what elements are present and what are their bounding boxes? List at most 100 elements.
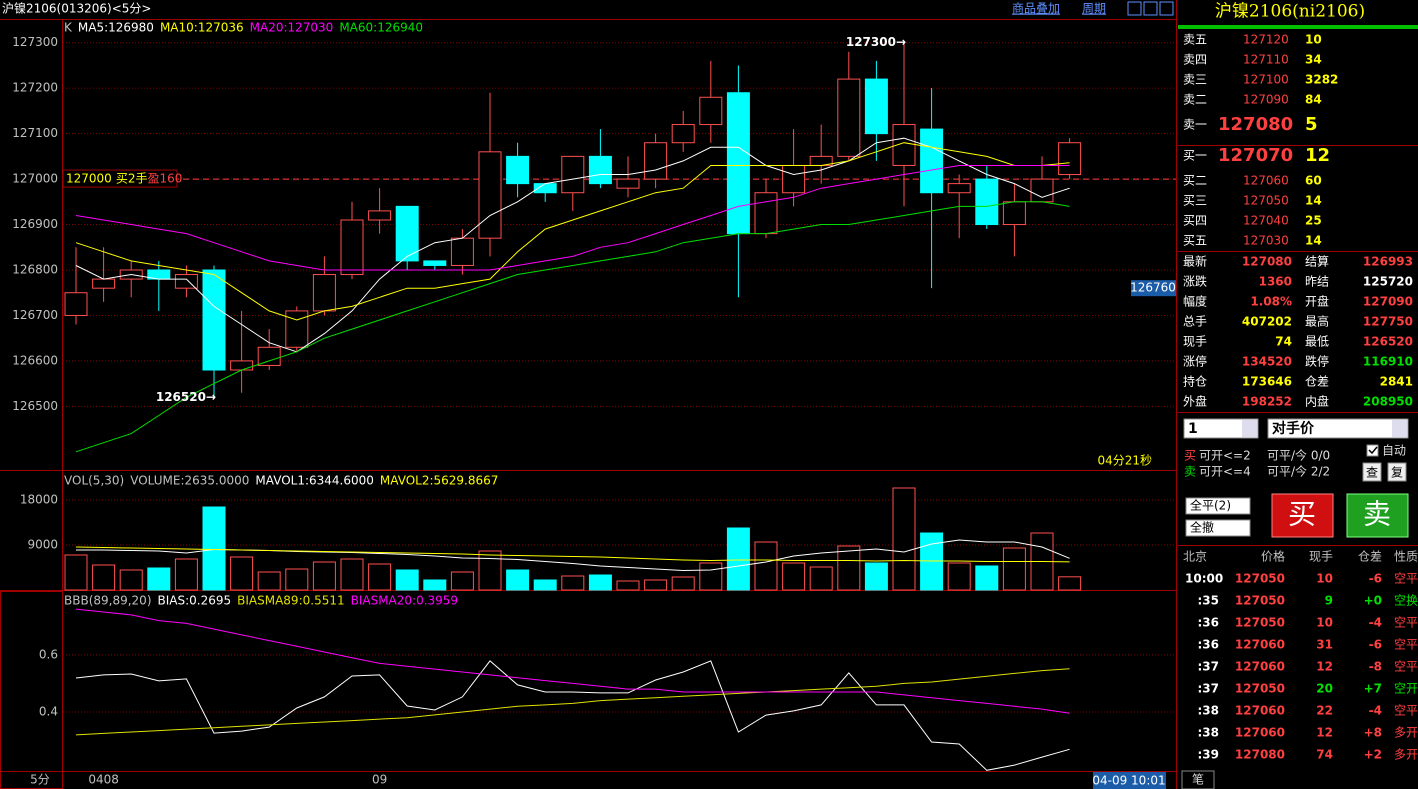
- book-price: 127100: [1243, 73, 1289, 87]
- volume-bar: [947, 562, 971, 591]
- stat-label: 开盘: [1305, 294, 1329, 309]
- y-tick-label: 0.6: [39, 647, 58, 661]
- close-all-button[interactable]: [1185, 497, 1251, 515]
- buy-tag: 买: [1184, 449, 1196, 463]
- tick-oi: -6: [1369, 572, 1382, 586]
- icon-left[interactable]: [1127, 1, 1142, 16]
- tick-time: :37: [1198, 660, 1220, 674]
- book-volume: 14: [1305, 234, 1322, 248]
- stat-value: 127750: [1363, 315, 1413, 329]
- stat-value: 127080: [1242, 255, 1292, 269]
- stat-value: 126520: [1363, 335, 1413, 349]
- icon-max[interactable]: [1159, 1, 1174, 16]
- y-tick-label: 127200: [12, 81, 58, 95]
- candle-body: [368, 210, 392, 221]
- chart-title: 沪镍2106(013206)<5分>: [2, 2, 151, 16]
- tick-price: 127060: [1235, 704, 1285, 718]
- tick-volume: 12: [1316, 660, 1333, 674]
- stat-label: 总手: [1183, 315, 1207, 329]
- stat-value: 173646: [1242, 375, 1292, 389]
- position-box: [62, 169, 178, 188]
- legend-item: K: [64, 21, 73, 35]
- repeat-button[interactable]: [1387, 462, 1407, 482]
- period-link[interactable]: 周期: [1082, 2, 1106, 16]
- buy-button[interactable]: [1271, 493, 1334, 538]
- y-tick-label: 9000: [27, 538, 58, 552]
- tick-volume: 22: [1316, 704, 1333, 718]
- cancel-all-button[interactable]: [1185, 519, 1251, 537]
- stat-value: 125720: [1363, 275, 1413, 289]
- spin-button[interactable]: [1242, 420, 1257, 437]
- candle-body: [1030, 178, 1054, 203]
- tick-volume: 12: [1316, 726, 1333, 740]
- y-tick-label: 0.4: [39, 705, 58, 719]
- volume-bar: [368, 563, 392, 591]
- dropdown-button[interactable]: [1392, 420, 1407, 437]
- tick-price: 127060: [1235, 660, 1285, 674]
- volume-bar: [340, 558, 364, 591]
- stat-label: 最高: [1305, 314, 1329, 329]
- candle-body: [561, 155, 585, 194]
- tick-volume: 74: [1316, 748, 1333, 762]
- qty-value: 1: [1188, 421, 1198, 437]
- tick-nature: 多开: [1394, 748, 1418, 762]
- book-volume: 84: [1305, 93, 1322, 107]
- volume-bar: [809, 566, 833, 591]
- auto-checkbox[interactable]: [1366, 444, 1379, 457]
- y-tick-label: 127100: [12, 126, 58, 140]
- book-volume: 5: [1305, 114, 1318, 135]
- y-tick-label: 126500: [12, 399, 58, 413]
- tick-price: 127050: [1235, 594, 1285, 608]
- volume-bar: [754, 541, 778, 591]
- tick-time: :38: [1198, 726, 1220, 740]
- tick-price: 127080: [1235, 748, 1285, 762]
- position-text: 买2手: [116, 172, 148, 186]
- stat-value: 1360: [1259, 275, 1292, 289]
- legend-item: MA10:127036: [160, 21, 244, 35]
- candle-body: [975, 178, 999, 226]
- query-button[interactable]: [1362, 462, 1382, 482]
- tick-volume: 20: [1316, 682, 1333, 696]
- tick-oi: -6: [1369, 638, 1382, 652]
- candle-body: [671, 124, 695, 144]
- tick-price: 127060: [1235, 726, 1285, 740]
- volume-bar: [726, 527, 750, 591]
- candle-body: [478, 151, 502, 239]
- book-label: 买五: [1183, 234, 1207, 248]
- icon-right[interactable]: [1143, 1, 1158, 16]
- candle-body: [257, 346, 281, 366]
- qty-input[interactable]: [1183, 418, 1259, 439]
- bias-line: [75, 660, 1070, 771]
- book-label: 卖一: [1183, 118, 1207, 132]
- tick-nature: 空平: [1394, 660, 1418, 674]
- sell-button[interactable]: [1346, 493, 1409, 538]
- volume-bar: [561, 575, 585, 591]
- tick-header: 性质: [1394, 550, 1418, 564]
- bias-line: [75, 608, 1070, 714]
- legend-item: MA20:127030: [250, 21, 334, 35]
- tick-time: 10:00: [1185, 572, 1223, 586]
- tick-volume: 9: [1325, 594, 1333, 608]
- high-marker: 127300→: [846, 35, 906, 49]
- x-tick-label: 0408: [88, 773, 119, 787]
- stat-label: 内盘: [1305, 394, 1329, 409]
- tick-oi: +0: [1364, 594, 1382, 608]
- book-price: 127110: [1243, 53, 1289, 67]
- repeat-label: 复: [1391, 466, 1403, 480]
- volume-bar: [1002, 547, 1026, 591]
- stat-value: 127090: [1363, 295, 1413, 309]
- price-type-select[interactable]: [1267, 418, 1409, 439]
- candle-body: [726, 92, 750, 235]
- tick-tab[interactable]: [1181, 770, 1215, 789]
- volume-bar: [119, 569, 143, 591]
- book-price: 127120: [1243, 33, 1289, 47]
- tick-oi: -8: [1369, 660, 1382, 674]
- volume-bar: [285, 568, 309, 591]
- stat-value: 198252: [1242, 395, 1292, 409]
- volume-bar: [892, 487, 916, 591]
- volume-bar: [92, 564, 116, 591]
- stat-value: 126993: [1363, 255, 1413, 269]
- tick-price: 127050: [1235, 682, 1285, 696]
- overlay-link[interactable]: 商品叠加: [1012, 1, 1060, 16]
